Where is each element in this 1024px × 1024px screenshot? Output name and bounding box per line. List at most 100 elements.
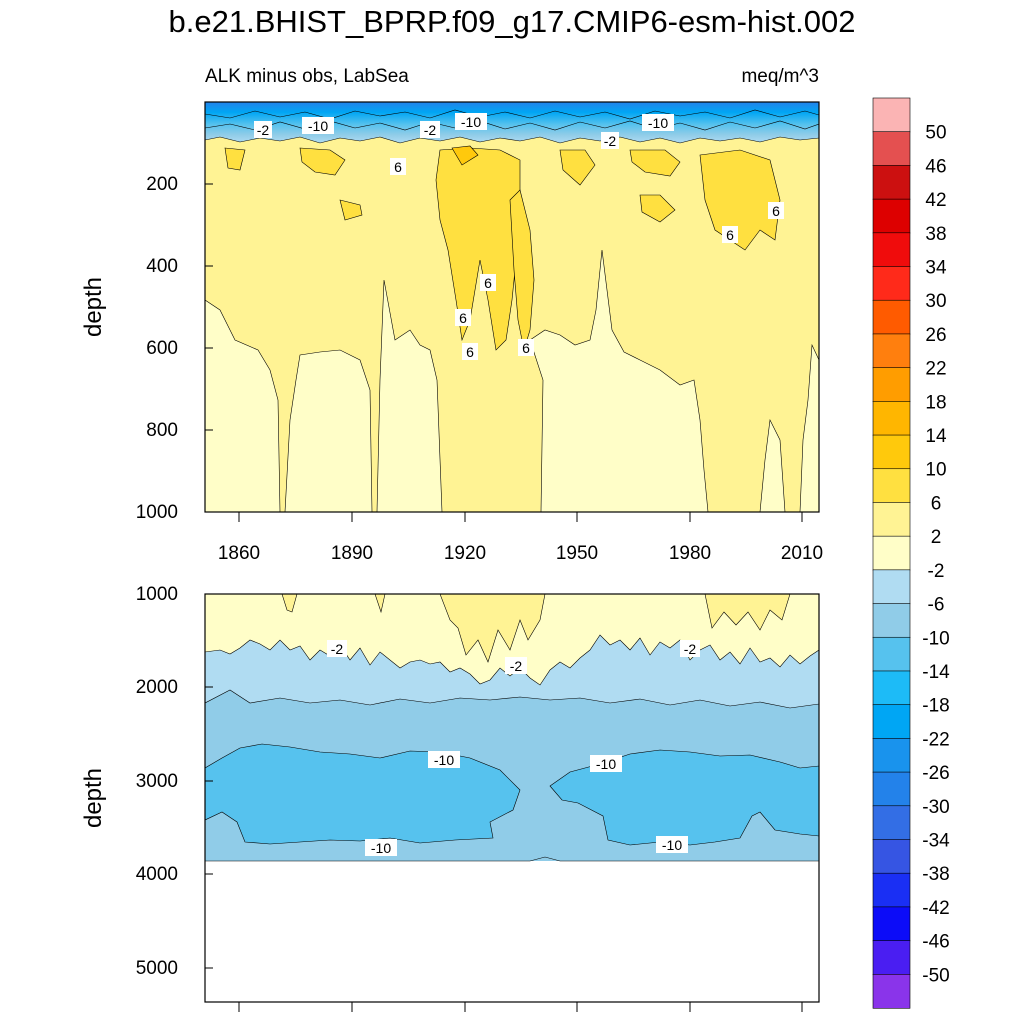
lower-plot-frame bbox=[204, 593, 820, 1003]
upper-band-6-10-b bbox=[509, 189, 535, 351]
lower-contour-labels: -2 -2 -2 -10 -10 -10 -10 bbox=[327, 640, 700, 856]
upper-xtick-label-1860: 1860 bbox=[218, 543, 260, 564]
colorbar-swatch bbox=[872, 839, 911, 874]
colorbar-label: -30 bbox=[922, 797, 949, 818]
colorbar-swatch bbox=[872, 131, 911, 166]
upper-contour-label-11-text: 6 bbox=[466, 344, 474, 360]
colorbar-label: -42 bbox=[922, 898, 949, 919]
upper-contour-label-2-text: -2 bbox=[424, 122, 437, 138]
upper-panel-units: meq/m^3 bbox=[741, 66, 819, 87]
colorbar-swatch bbox=[872, 367, 911, 402]
upper-contour-label-4-text: -2 bbox=[604, 133, 617, 149]
lower-band-minus14-minus10-right bbox=[549, 749, 819, 846]
upper-band-6-10-f bbox=[629, 149, 681, 177]
colorbar-label: -22 bbox=[922, 729, 949, 750]
colorbar-swatch bbox=[872, 569, 911, 605]
lower-contour-label-0: -2 bbox=[327, 640, 347, 657]
colorbar-label: 6 bbox=[931, 493, 942, 514]
upper-contour-label-4: -2 bbox=[601, 132, 619, 149]
lower-contour-label-2: -2 bbox=[680, 640, 700, 657]
colorbar-label: 50 bbox=[925, 123, 946, 144]
upper-surface-layer bbox=[205, 102, 819, 144]
upper-xtick-label-2010: 2010 bbox=[781, 543, 823, 564]
upper-band-6-10-h bbox=[639, 194, 676, 223]
upper-y-axis: 200 400 600 800 1000 depth bbox=[80, 174, 213, 523]
colorbar-label: -50 bbox=[922, 965, 949, 986]
upper-contour-label-8: 6 bbox=[768, 202, 784, 219]
lower-contour-label-3: -10 bbox=[428, 751, 460, 768]
colorbar-label: -38 bbox=[922, 864, 949, 885]
lower-contour-label-6: -10 bbox=[656, 836, 688, 853]
lower-contour-field bbox=[205, 594, 819, 1002]
colorbar-swatch bbox=[872, 97, 911, 133]
colorbar-swatch bbox=[872, 603, 911, 638]
upper-contour-label-9: 6 bbox=[480, 274, 496, 291]
upper-contour-label-2: -2 bbox=[420, 121, 440, 138]
colorbar-label: -6 bbox=[928, 595, 945, 616]
lower-no-data-region bbox=[205, 861, 819, 1002]
colorbar-swatch bbox=[872, 704, 911, 739]
upper-contour-label-12-text: 6 bbox=[522, 340, 530, 356]
colorbar-label: 2 bbox=[931, 527, 942, 548]
colorbar-label: 14 bbox=[925, 426, 947, 447]
upper-contour-label-10-text: 6 bbox=[459, 310, 467, 326]
lower-band-2-6-patch-a bbox=[439, 594, 546, 663]
lower-contour-label-3-text: -10 bbox=[434, 752, 454, 768]
colorbar-swatch bbox=[872, 468, 911, 504]
upper-contour-label-5: -10 bbox=[642, 114, 674, 131]
upper-contour-label-7: 6 bbox=[722, 226, 738, 243]
colorbar-label: 34 bbox=[925, 258, 947, 279]
upper-band-6-10-c bbox=[699, 149, 781, 251]
colorbar-swatch bbox=[872, 906, 911, 942]
lower-band-2-6-patch-d bbox=[374, 594, 386, 614]
lower-band-2-6-patch-b bbox=[704, 594, 791, 631]
lower-contour-label-1: -2 bbox=[505, 657, 527, 674]
lower-contour-label-4: -10 bbox=[590, 755, 622, 772]
upper-band-6-10-a bbox=[435, 147, 521, 351]
colorbar: 50 46 42 38 34 30 26 22 18 14 10 6 2 -2 -6 -10 -14 -18 -22… bbox=[872, 97, 950, 1009]
colorbar-label: 38 bbox=[925, 224, 946, 245]
colorbar-label: 22 bbox=[925, 359, 946, 380]
upper-plot-frame bbox=[204, 101, 820, 513]
colorbar-label: 46 bbox=[925, 156, 946, 177]
lower-bottom-edge-line bbox=[205, 856, 819, 862]
upper-contour-label-5-text: -10 bbox=[648, 115, 668, 131]
colorbar-swatch bbox=[872, 771, 911, 807]
lower-y-axis: 1000 2000 3000 4000 5000 depth bbox=[80, 584, 213, 979]
upper-contour-label-7-text: 6 bbox=[726, 227, 734, 243]
upper-contour-label-8-text: 6 bbox=[772, 203, 780, 219]
colorbar-label: -46 bbox=[922, 932, 949, 953]
upper-contour-labels: -2 -10 -2 -10 -2 -10 6 6 6 6 6 6 6 bbox=[254, 113, 784, 360]
upper-xtick-label-1920: 1920 bbox=[444, 543, 486, 564]
upper-band-6-10-d bbox=[224, 147, 246, 171]
colorbar-label: -10 bbox=[922, 628, 949, 649]
upper-ytick-label-800: 800 bbox=[146, 420, 178, 441]
colorbar-swatch bbox=[872, 401, 911, 436]
colorbar-swatch bbox=[872, 872, 911, 908]
upper-ytick-label-200: 200 bbox=[146, 174, 178, 195]
lower-contour-label-1-text: -2 bbox=[510, 658, 523, 674]
lower-band-minus14-minus10-left bbox=[205, 743, 521, 845]
upper-contour-label-0-text: -2 bbox=[257, 122, 270, 138]
upper-contour-label-11: 6 bbox=[462, 343, 478, 360]
colorbar-swatch bbox=[872, 165, 911, 200]
colorbar-label: -2 bbox=[928, 561, 945, 582]
upper-panel-title: ALK minus obs, LabSea bbox=[205, 66, 409, 87]
upper-contour-label-1-text: -10 bbox=[308, 118, 328, 134]
colorbar-swatch bbox=[872, 333, 911, 369]
colorbar-swatch bbox=[872, 636, 911, 672]
upper-x-axis: 1860 1890 1920 1950 1980 2010 bbox=[218, 512, 823, 564]
upper-ylabel: depth bbox=[80, 277, 107, 337]
lower-ylabel: depth bbox=[80, 768, 107, 828]
lower-contour-label-0-text: -2 bbox=[331, 641, 344, 657]
colorbar-swatch bbox=[872, 266, 911, 301]
upper-contour-label-10: 6 bbox=[455, 309, 471, 326]
colorbar-swatch bbox=[872, 738, 911, 773]
upper-xtick-label-1980: 1980 bbox=[669, 543, 711, 564]
upper-contour-label-1: -10 bbox=[302, 117, 334, 134]
colorbar-label: 26 bbox=[925, 325, 946, 346]
upper-band-10-14 bbox=[451, 145, 479, 166]
lower-contour-label-6-text: -10 bbox=[662, 837, 682, 853]
upper-band-6-10-g bbox=[559, 149, 596, 186]
